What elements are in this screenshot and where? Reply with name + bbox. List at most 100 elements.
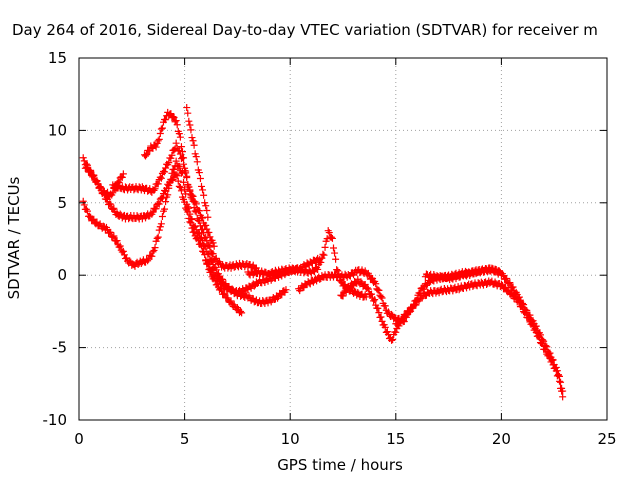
- data-point: [176, 183, 184, 191]
- data-point: [388, 336, 396, 344]
- data-point: [557, 378, 565, 386]
- data-point: [364, 285, 372, 293]
- data-point: [144, 257, 152, 265]
- data-point: [368, 290, 376, 298]
- data-point: [333, 266, 341, 274]
- data-point: [155, 135, 163, 143]
- data-point: [157, 220, 165, 228]
- data-point: [529, 317, 537, 325]
- data-point: [282, 286, 290, 294]
- data-point: [205, 260, 213, 268]
- data-point: [107, 200, 115, 208]
- data-point: [109, 189, 117, 197]
- data-point: [193, 158, 201, 166]
- data-point: [543, 343, 551, 351]
- axis-ticks: 0 5 10 15 20 25 -10 -5 0 5 10 15: [43, 49, 617, 448]
- data-point: [162, 198, 170, 206]
- data-point: [172, 157, 180, 165]
- data-point: [182, 190, 190, 198]
- data-point: [559, 387, 567, 395]
- y-axis-label: SDTVAR / TECUs: [5, 176, 23, 299]
- data-point: [151, 185, 159, 193]
- data-point: [203, 207, 211, 215]
- data-point: [155, 226, 163, 234]
- data-point: [212, 254, 220, 262]
- data-point: [197, 182, 205, 190]
- x-axis-label: GPS time / hours: [277, 456, 403, 474]
- data-point: [351, 287, 359, 295]
- data-point: [515, 293, 523, 301]
- y-tick-label: 5: [57, 194, 67, 212]
- data-point: [185, 117, 193, 125]
- data-point: [186, 121, 194, 129]
- data-point: [377, 313, 385, 321]
- data-point: [469, 282, 477, 290]
- data-point: [317, 258, 325, 266]
- data-point: [184, 109, 192, 117]
- data-point: [413, 296, 421, 304]
- data-point: [137, 260, 145, 268]
- data-point: [209, 239, 217, 247]
- data-point: [107, 228, 115, 236]
- x-tick-label: 0: [74, 430, 84, 448]
- data-point: [191, 223, 199, 231]
- data-point: [332, 255, 340, 263]
- data-point: [142, 152, 150, 160]
- data-point: [153, 234, 161, 242]
- data-point: [321, 243, 329, 251]
- data-point: [154, 233, 162, 241]
- data-point: [202, 243, 210, 251]
- data-point: [154, 137, 162, 145]
- data-point: [157, 174, 165, 182]
- data-point: [183, 104, 191, 112]
- data-point: [184, 203, 192, 211]
- data-point: [189, 192, 197, 200]
- series-track-c: [109, 139, 260, 273]
- data-point: [214, 275, 222, 283]
- data-point: [96, 183, 104, 191]
- data-point: [185, 183, 193, 191]
- data-point: [377, 293, 385, 301]
- data-point: [497, 280, 505, 288]
- data-point: [173, 121, 181, 129]
- data-point: [362, 293, 370, 301]
- data-point: [430, 271, 438, 279]
- data-point: [549, 356, 557, 364]
- data-point: [555, 372, 563, 380]
- data-point: [227, 297, 235, 305]
- data-point: [194, 229, 202, 237]
- data-point: [110, 232, 118, 240]
- data-point: [374, 304, 382, 312]
- data-point: [199, 186, 207, 194]
- data-point: [392, 328, 400, 336]
- data-point: [185, 204, 193, 212]
- data-point: [156, 223, 164, 231]
- data-point: [180, 178, 188, 186]
- data-point: [211, 271, 219, 279]
- data-point: [375, 286, 383, 294]
- data-point: [118, 173, 126, 181]
- data-point: [536, 331, 544, 339]
- data-point: [93, 177, 101, 185]
- data-point: [491, 278, 499, 286]
- series-track-h: [244, 227, 370, 301]
- data-point: [192, 153, 200, 161]
- data-point: [320, 251, 328, 259]
- data-point: [204, 213, 212, 221]
- data-point: [419, 285, 427, 293]
- data-point: [509, 283, 517, 291]
- data-point: [503, 275, 511, 283]
- data-point: [370, 297, 378, 305]
- data-point: [154, 180, 162, 188]
- data-point: [201, 242, 209, 250]
- data-point: [238, 309, 246, 317]
- data-point: [195, 169, 203, 177]
- data-point: [152, 143, 160, 151]
- data-point: [148, 252, 156, 260]
- data-point: [483, 281, 491, 289]
- data-point: [190, 204, 198, 212]
- data-point: [389, 336, 397, 344]
- data-point: [319, 250, 327, 258]
- data-point: [151, 244, 159, 252]
